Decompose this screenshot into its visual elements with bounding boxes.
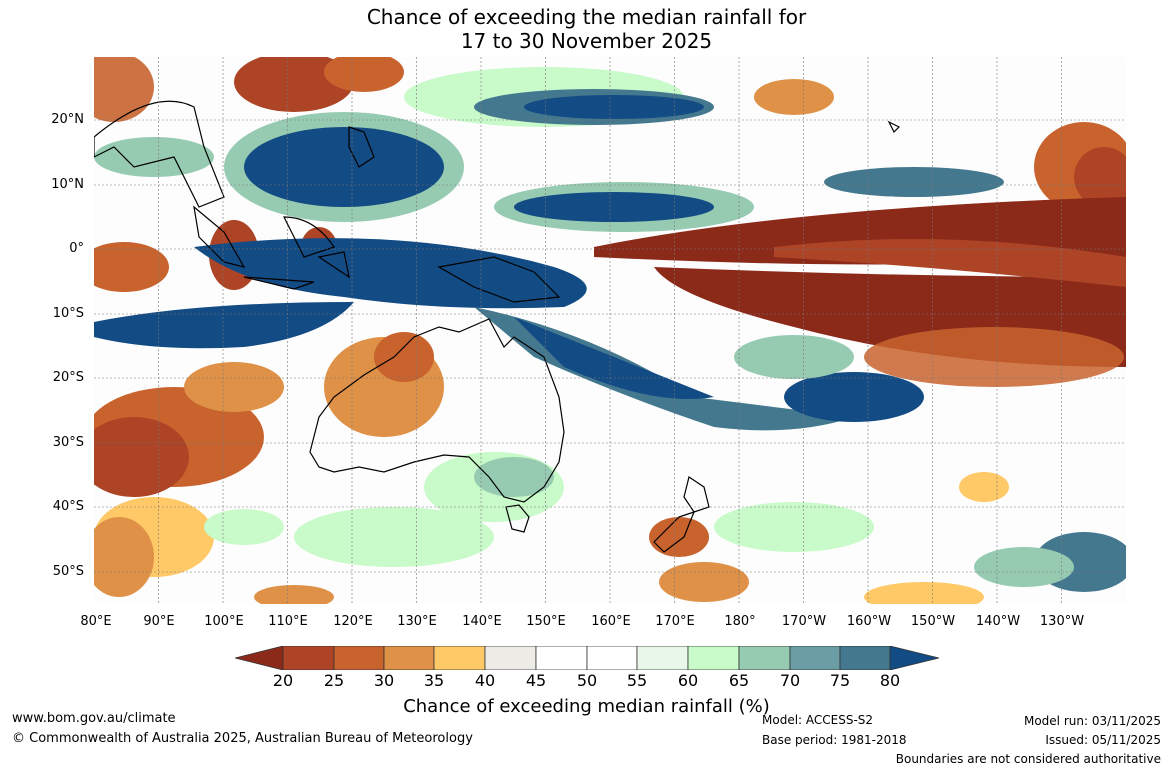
lat-label-20n: 20°N — [51, 112, 84, 127]
map-title-line-1: Chance of exceeding the median rainfall … — [366, 5, 807, 29]
lat-label-10n: 10°N — [51, 177, 84, 192]
lon-label-160e: 160°E — [591, 614, 631, 629]
lon-label-170e: 170°E — [655, 614, 695, 629]
borneo-outline — [283, 216, 335, 258]
colorbar-bin-45-50 — [535, 646, 588, 670]
philippines-outline — [348, 126, 375, 168]
colorbar-bin-50-55 — [586, 646, 638, 670]
lon-label-120e: 120°E — [333, 614, 373, 629]
rainfall-probability-map — [94, 57, 1126, 604]
new-guinea-outline — [437, 256, 561, 303]
lon-label-100e: 100°E — [204, 614, 244, 629]
colorbar-tick-50: 50 — [576, 671, 598, 690]
lon-label-170w: 170°W — [781, 614, 827, 629]
colorbar-tick-45: 45 — [525, 671, 547, 690]
colorbar-extend-low — [235, 646, 284, 670]
lon-label-140e: 140°E — [462, 614, 502, 629]
colorbar-tick-75: 75 — [829, 671, 851, 690]
lon-label-130e: 130°E — [397, 614, 437, 629]
lat-label-10s: 10°S — [52, 306, 84, 321]
nz-north-island-outline — [683, 476, 710, 513]
colorbar-bin-35-40 — [433, 646, 486, 670]
lon-label-150e: 150°E — [526, 614, 566, 629]
java-outline — [243, 276, 315, 290]
graticule — [94, 57, 1126, 604]
lon-label-130w: 130°W — [1039, 614, 1085, 629]
sulawesi-outline — [317, 251, 350, 279]
colorbar-bin-75-80 — [839, 646, 891, 670]
coastlines — [94, 100, 901, 553]
colorbar-tick-25: 25 — [323, 671, 345, 690]
lon-label-80e: 80°E — [80, 614, 112, 629]
lon-label-140w: 140°W — [975, 614, 1021, 629]
above-median-regions — [94, 67, 1126, 592]
lon-label-160w: 160°W — [846, 614, 892, 629]
map-canvas — [94, 57, 1126, 604]
colorbar-tick-40: 40 — [474, 671, 496, 690]
colorbar-bin-70-75 — [789, 646, 841, 670]
lat-label-20s: 20°S — [52, 370, 84, 385]
asia-mainland-outline — [94, 100, 225, 208]
tasmania-outline — [505, 504, 530, 533]
colorbar-tick-60: 60 — [677, 671, 699, 690]
colorbar-bin-30-35 — [383, 646, 435, 670]
footer-copyright: © Commonwealth of Australia 2025, Austra… — [12, 731, 473, 746]
colorbar-bin-25-30 — [333, 646, 385, 670]
nz-south-island-outline — [653, 511, 696, 553]
footer-model-run: Model run: 03/11/2025 — [1023, 714, 1161, 728]
australia-outline — [309, 318, 565, 503]
lon-label-180: 180° — [724, 614, 756, 629]
colorbar-tick-30: 30 — [373, 671, 395, 690]
footer-disclaimer: Boundaries are not considered authoritat… — [895, 752, 1161, 766]
colorbar-extend-high — [889, 646, 939, 670]
colorbar-tick-55: 55 — [626, 671, 648, 690]
colorbar-tick-65: 65 — [728, 671, 750, 690]
colorbar-bin-60-65 — [687, 646, 740, 670]
footer-url[interactable]: www.bom.gov.au/climate — [12, 711, 176, 726]
footer-model: Model: ACCESS-S2 — [762, 713, 874, 727]
colorbar-bin-40-45 — [484, 646, 537, 670]
footer-issued: Issued: 05/11/2025 — [1045, 733, 1161, 747]
lon-label-90e: 90°E — [143, 614, 175, 629]
lat-label-50s: 50°S — [52, 564, 84, 579]
colorbar-bin-20-25 — [282, 646, 335, 670]
colorbar-tick-35: 35 — [423, 671, 445, 690]
lat-label-30s: 30°S — [52, 435, 84, 450]
footer-base-period: Base period: 1981-2018 — [762, 733, 907, 747]
colorbar-tick-70: 70 — [779, 671, 801, 690]
lat-label-0: 0° — [69, 241, 84, 256]
hawaii-outline — [887, 120, 901, 134]
lon-label-150w: 150°W — [910, 614, 956, 629]
lat-label-40s: 40°S — [52, 499, 84, 514]
map-title-line-2: 17 to 30 November 2025 — [460, 29, 713, 53]
colorbar-tick-20: 20 — [272, 671, 294, 690]
colorbar-bin-55-60 — [636, 646, 689, 670]
colorbar-title: Chance of exceeding median rainfall (%) — [403, 696, 770, 717]
lon-label-110e: 110°E — [268, 614, 308, 629]
colorbar — [235, 646, 939, 670]
colorbar-tick-80: 80 — [879, 671, 901, 690]
sumatra-outline — [193, 205, 246, 268]
colorbar-bin-65-70 — [738, 646, 791, 670]
